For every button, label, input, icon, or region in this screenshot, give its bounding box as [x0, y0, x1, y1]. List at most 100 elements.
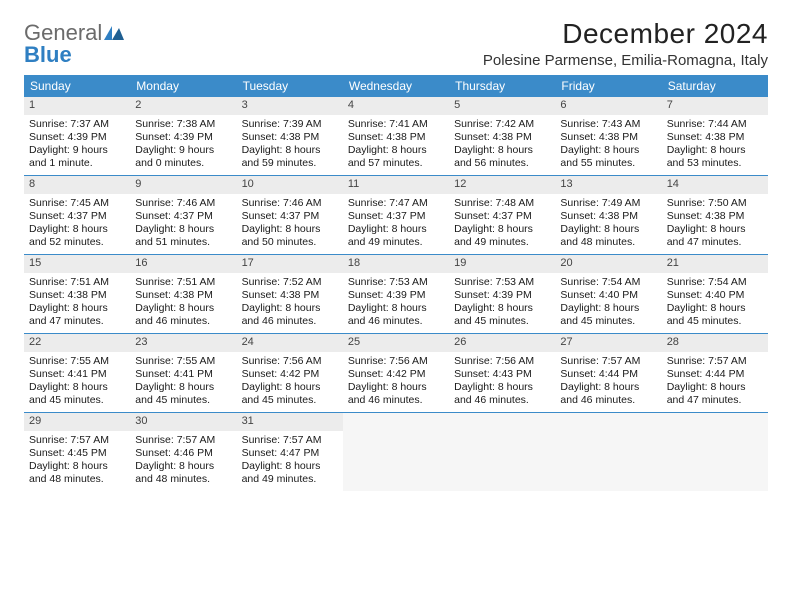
sunset: Sunset: 4:38 PM: [242, 131, 338, 144]
daylight: Daylight: 8 hours and 49 minutes.: [242, 460, 338, 486]
day-number: 11: [343, 176, 449, 194]
sunrise: Sunrise: 7:57 AM: [242, 434, 338, 447]
day-body: Sunrise: 7:55 AMSunset: 4:41 PMDaylight:…: [130, 352, 236, 412]
day-cell: 12Sunrise: 7:48 AMSunset: 4:37 PMDayligh…: [449, 176, 555, 254]
day-cell: 17Sunrise: 7:52 AMSunset: 4:38 PMDayligh…: [237, 255, 343, 333]
sunrise: Sunrise: 7:56 AM: [454, 355, 550, 368]
day-cell: 13Sunrise: 7:49 AMSunset: 4:38 PMDayligh…: [555, 176, 661, 254]
daylight: Daylight: 9 hours and 1 minute.: [29, 144, 125, 170]
daylight: Daylight: 8 hours and 47 minutes.: [667, 381, 763, 407]
day-number: 2: [130, 97, 236, 115]
sunrise: Sunrise: 7:39 AM: [242, 118, 338, 131]
day-number: 14: [662, 176, 768, 194]
day-body: Sunrise: 7:44 AMSunset: 4:38 PMDaylight:…: [662, 115, 768, 175]
day-cell: 4Sunrise: 7:41 AMSunset: 4:38 PMDaylight…: [343, 97, 449, 175]
sunrise: Sunrise: 7:45 AM: [29, 197, 125, 210]
day-cell: 31Sunrise: 7:57 AMSunset: 4:47 PMDayligh…: [237, 413, 343, 491]
day-body: Sunrise: 7:53 AMSunset: 4:39 PMDaylight:…: [449, 273, 555, 333]
day-cell: 24Sunrise: 7:56 AMSunset: 4:42 PMDayligh…: [237, 334, 343, 412]
day-body: Sunrise: 7:42 AMSunset: 4:38 PMDaylight:…: [449, 115, 555, 175]
daylight: Daylight: 8 hours and 53 minutes.: [667, 144, 763, 170]
daylight: Daylight: 8 hours and 55 minutes.: [560, 144, 656, 170]
sunset: Sunset: 4:37 PM: [242, 210, 338, 223]
day-number: 27: [555, 334, 661, 352]
day-body: Sunrise: 7:57 AMSunset: 4:47 PMDaylight:…: [237, 431, 343, 491]
sunrise: Sunrise: 7:54 AM: [560, 276, 656, 289]
weekday-tuesday: Tuesday: [237, 75, 343, 97]
day-number: 15: [24, 255, 130, 273]
title-block: December 2024 Polesine Parmense, Emilia-…: [483, 18, 768, 69]
sunrise: Sunrise: 7:57 AM: [135, 434, 231, 447]
sunset: Sunset: 4:39 PM: [135, 131, 231, 144]
sunset: Sunset: 4:37 PM: [135, 210, 231, 223]
daylight: Daylight: 9 hours and 0 minutes.: [135, 144, 231, 170]
day-body: Sunrise: 7:57 AMSunset: 4:46 PMDaylight:…: [130, 431, 236, 491]
daylight: Daylight: 8 hours and 49 minutes.: [348, 223, 444, 249]
sunset: Sunset: 4:38 PM: [560, 210, 656, 223]
daylight: Daylight: 8 hours and 51 minutes.: [135, 223, 231, 249]
day-number: 10: [237, 176, 343, 194]
empty-cell: [449, 413, 555, 491]
day-body: Sunrise: 7:51 AMSunset: 4:38 PMDaylight:…: [24, 273, 130, 333]
day-number: 5: [449, 97, 555, 115]
sunrise: Sunrise: 7:55 AM: [135, 355, 231, 368]
day-cell: 27Sunrise: 7:57 AMSunset: 4:44 PMDayligh…: [555, 334, 661, 412]
day-cell: 3Sunrise: 7:39 AMSunset: 4:38 PMDaylight…: [237, 97, 343, 175]
day-number: 29: [24, 413, 130, 431]
sunset: Sunset: 4:38 PM: [29, 289, 125, 302]
week-row: 8Sunrise: 7:45 AMSunset: 4:37 PMDaylight…: [24, 175, 768, 254]
day-cell: 2Sunrise: 7:38 AMSunset: 4:39 PMDaylight…: [130, 97, 236, 175]
day-cell: 10Sunrise: 7:46 AMSunset: 4:37 PMDayligh…: [237, 176, 343, 254]
day-body: Sunrise: 7:53 AMSunset: 4:39 PMDaylight:…: [343, 273, 449, 333]
sunset: Sunset: 4:47 PM: [242, 447, 338, 460]
daylight: Daylight: 8 hours and 48 minutes.: [560, 223, 656, 249]
day-number: 1: [24, 97, 130, 115]
daylight: Daylight: 8 hours and 45 minutes.: [560, 302, 656, 328]
day-number: 7: [662, 97, 768, 115]
week-row: 1Sunrise: 7:37 AMSunset: 4:39 PMDaylight…: [24, 97, 768, 175]
day-cell: 8Sunrise: 7:45 AMSunset: 4:37 PMDaylight…: [24, 176, 130, 254]
sunset: Sunset: 4:39 PM: [454, 289, 550, 302]
day-number: 18: [343, 255, 449, 273]
day-cell: 18Sunrise: 7:53 AMSunset: 4:39 PMDayligh…: [343, 255, 449, 333]
day-body: Sunrise: 7:56 AMSunset: 4:43 PMDaylight:…: [449, 352, 555, 412]
sunrise: Sunrise: 7:57 AM: [29, 434, 125, 447]
sunset: Sunset: 4:44 PM: [560, 368, 656, 381]
sunrise: Sunrise: 7:51 AM: [29, 276, 125, 289]
empty-cell: [662, 413, 768, 491]
sunrise: Sunrise: 7:50 AM: [667, 197, 763, 210]
sunset: Sunset: 4:43 PM: [454, 368, 550, 381]
day-body: Sunrise: 7:57 AMSunset: 4:44 PMDaylight:…: [662, 352, 768, 412]
daylight: Daylight: 8 hours and 45 minutes.: [667, 302, 763, 328]
day-cell: 11Sunrise: 7:47 AMSunset: 4:37 PMDayligh…: [343, 176, 449, 254]
day-body: Sunrise: 7:52 AMSunset: 4:38 PMDaylight:…: [237, 273, 343, 333]
day-number: 17: [237, 255, 343, 273]
day-cell: 9Sunrise: 7:46 AMSunset: 4:37 PMDaylight…: [130, 176, 236, 254]
sunrise: Sunrise: 7:43 AM: [560, 118, 656, 131]
sunrise: Sunrise: 7:54 AM: [667, 276, 763, 289]
sunset: Sunset: 4:38 PM: [667, 210, 763, 223]
day-number: 9: [130, 176, 236, 194]
day-cell: 1Sunrise: 7:37 AMSunset: 4:39 PMDaylight…: [24, 97, 130, 175]
day-number: 16: [130, 255, 236, 273]
sunrise: Sunrise: 7:56 AM: [348, 355, 444, 368]
day-number: 13: [555, 176, 661, 194]
empty-cell: [555, 413, 661, 491]
daylight: Daylight: 8 hours and 48 minutes.: [29, 460, 125, 486]
day-body: Sunrise: 7:51 AMSunset: 4:38 PMDaylight:…: [130, 273, 236, 333]
sunrise: Sunrise: 7:48 AM: [454, 197, 550, 210]
sunset: Sunset: 4:42 PM: [348, 368, 444, 381]
sunrise: Sunrise: 7:37 AM: [29, 118, 125, 131]
day-cell: 7Sunrise: 7:44 AMSunset: 4:38 PMDaylight…: [662, 97, 768, 175]
logo-text-general: General: [24, 22, 102, 44]
logo-text-blue: Blue: [24, 42, 72, 67]
week-row: 22Sunrise: 7:55 AMSunset: 4:41 PMDayligh…: [24, 333, 768, 412]
daylight: Daylight: 8 hours and 47 minutes.: [667, 223, 763, 249]
day-body: Sunrise: 7:57 AMSunset: 4:44 PMDaylight:…: [555, 352, 661, 412]
day-number: 20: [555, 255, 661, 273]
sunrise: Sunrise: 7:53 AM: [454, 276, 550, 289]
empty-cell: [343, 413, 449, 491]
day-body: Sunrise: 7:54 AMSunset: 4:40 PMDaylight:…: [555, 273, 661, 333]
weekday-saturday: Saturday: [662, 75, 768, 97]
day-body: Sunrise: 7:37 AMSunset: 4:39 PMDaylight:…: [24, 115, 130, 175]
